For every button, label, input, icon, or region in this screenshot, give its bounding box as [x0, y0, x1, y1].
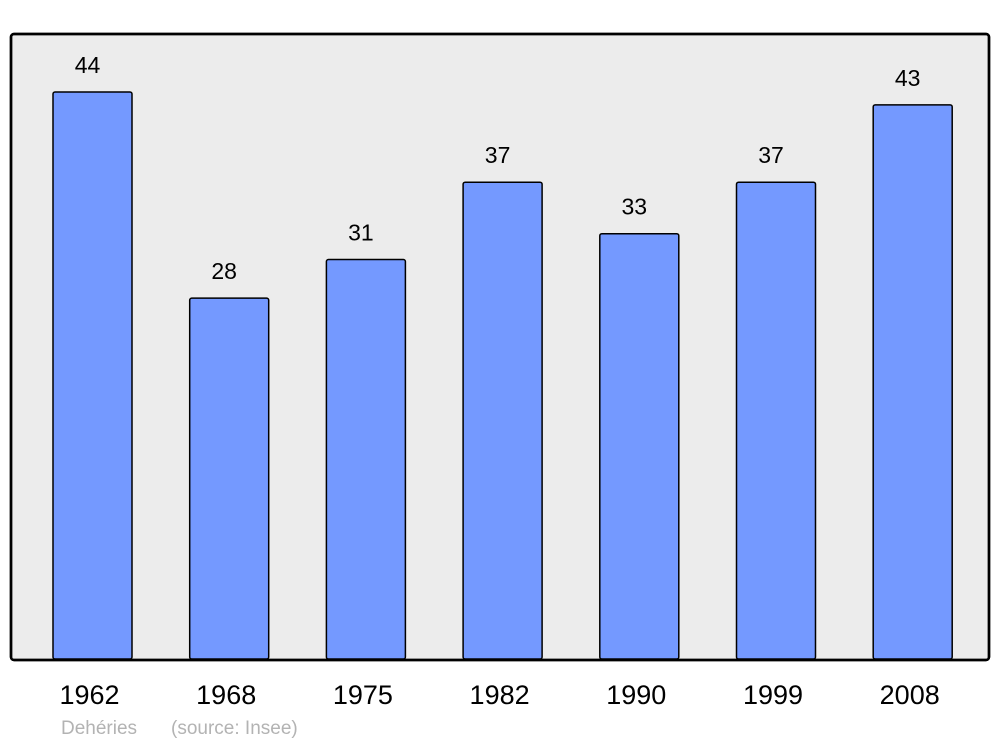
data-label-1990: 33: [622, 194, 648, 220]
plot-border: [9, 32, 991, 662]
x-tick-label-2008: 2008: [880, 680, 940, 710]
x-tick-label-1962: 1962: [59, 680, 119, 710]
x-tick-label-1968: 1968: [196, 680, 256, 710]
x-tick-label-1982: 1982: [470, 680, 530, 710]
data-label-1962: 44: [75, 52, 101, 78]
bar-1975: [325, 258, 407, 660]
x-tick-label-1990: 1990: [606, 680, 666, 710]
data-label-1968: 28: [211, 258, 237, 284]
footer-place: Dehéries: [61, 718, 138, 739]
bar-1968: [188, 297, 270, 660]
bar-1999: [735, 181, 817, 660]
data-label-1982: 37: [485, 142, 511, 168]
bar-2008: [872, 104, 953, 660]
bar-1982: [462, 181, 543, 660]
footer-source: (source: Insee): [171, 718, 298, 739]
x-tick-label-1999: 1999: [743, 680, 803, 710]
data-label-1999: 37: [758, 142, 784, 168]
bar-1990: [599, 232, 680, 660]
data-label-2008: 43: [895, 65, 921, 91]
bar-1962: [52, 91, 133, 660]
x-tick-label-1975: 1975: [333, 680, 393, 710]
data-label-1975: 31: [348, 220, 374, 246]
